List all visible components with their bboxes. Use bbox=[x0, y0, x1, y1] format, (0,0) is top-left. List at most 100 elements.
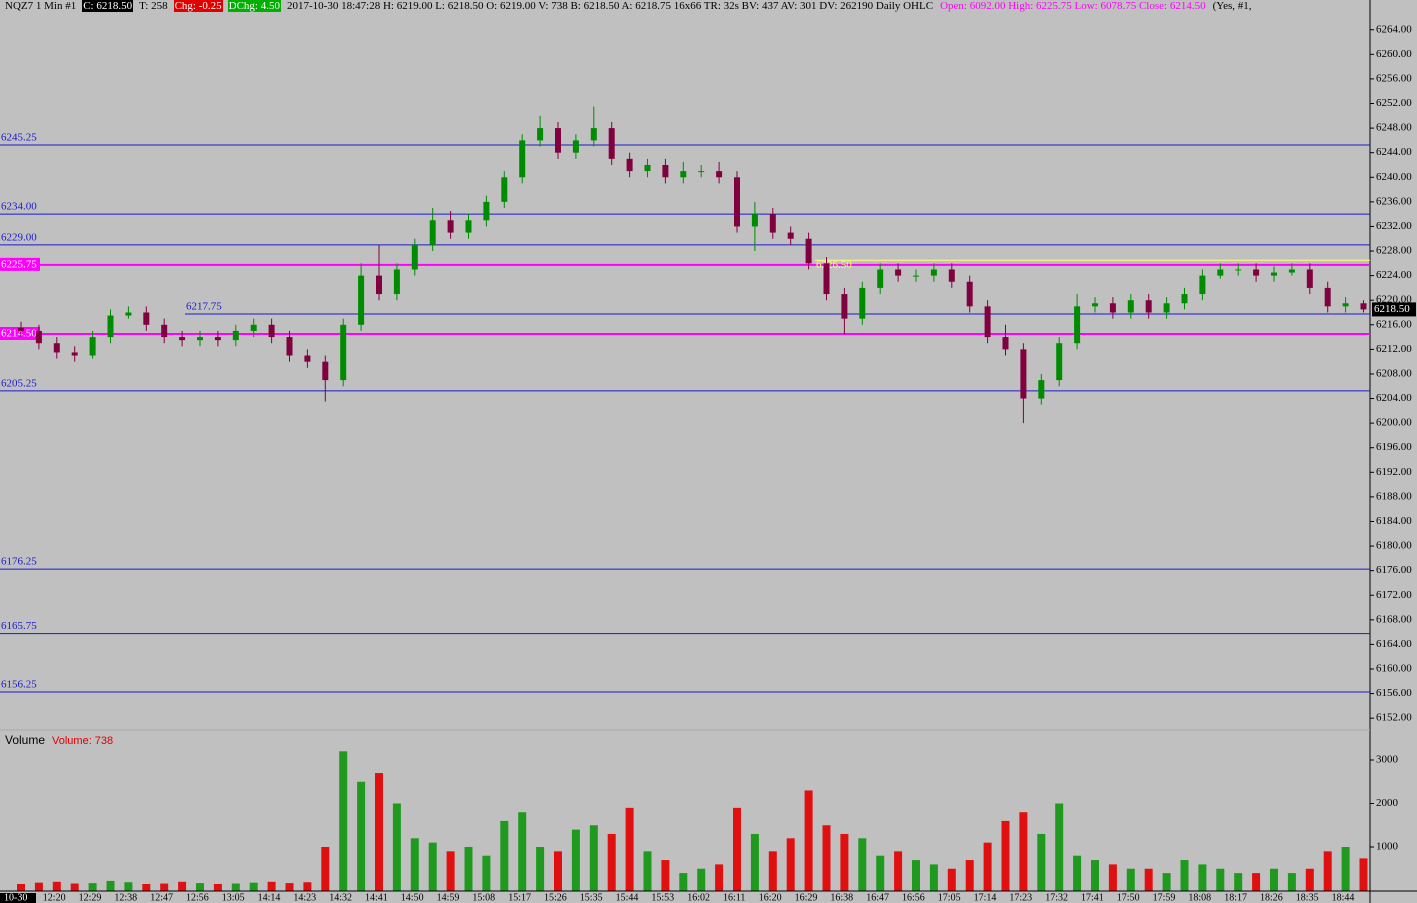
x-tick-label: 17:32 bbox=[1045, 892, 1068, 903]
x-tick-label: 12:56 bbox=[186, 892, 209, 903]
y-tick-label: 6172.00 bbox=[1376, 589, 1412, 601]
x-tick-label: 12:20 bbox=[43, 892, 66, 903]
candle-body bbox=[948, 269, 955, 282]
volume-bar bbox=[357, 781, 366, 891]
y-tick-label: 6228.00 bbox=[1376, 245, 1412, 257]
volume-bar bbox=[786, 838, 795, 891]
y-tick-label: 6232.00 bbox=[1376, 220, 1412, 232]
candle-body bbox=[501, 177, 508, 202]
candle-body bbox=[716, 171, 723, 178]
volume-bar bbox=[70, 883, 79, 891]
candle-body bbox=[662, 164, 669, 178]
volume-bar bbox=[88, 883, 97, 891]
volume-bar bbox=[983, 842, 992, 891]
y-tick-label: 6176.00 bbox=[1376, 564, 1412, 576]
candle-body bbox=[1199, 275, 1206, 295]
candle-body bbox=[340, 324, 347, 381]
volume-bar bbox=[571, 829, 580, 891]
candle-body bbox=[393, 269, 400, 295]
status-field: C: 6218.50 bbox=[82, 0, 134, 12]
candle-body bbox=[644, 164, 651, 172]
volume-bar bbox=[339, 751, 348, 891]
x-tick-label: 18:17 bbox=[1224, 892, 1247, 903]
x-tick-label: 16:56 bbox=[902, 892, 925, 903]
candle-body bbox=[89, 337, 96, 356]
candle-body bbox=[268, 324, 275, 338]
candle-body bbox=[751, 214, 758, 227]
y-tick-label: 6204.00 bbox=[1376, 392, 1412, 404]
level-label: 6217.75 bbox=[186, 301, 222, 313]
volume-bar bbox=[124, 882, 133, 891]
x-tick-label: 17:59 bbox=[1153, 892, 1176, 903]
panel-title: Volume bbox=[5, 733, 45, 747]
volume-bar bbox=[589, 825, 598, 891]
y-tick-label: 6260.00 bbox=[1376, 48, 1412, 60]
volume-bar bbox=[446, 851, 455, 891]
volume-bar bbox=[1341, 847, 1350, 891]
volume-bar bbox=[285, 883, 294, 891]
volume-bar bbox=[1091, 860, 1099, 891]
candle-body bbox=[1342, 303, 1349, 307]
level-label: 6226.50 bbox=[816, 259, 852, 271]
candle-body bbox=[1217, 269, 1224, 276]
x-tick-label: 18:35 bbox=[1296, 892, 1319, 903]
candle-body bbox=[322, 361, 329, 381]
status-field: Chg: -0.25 bbox=[173, 0, 223, 12]
volume-bar bbox=[52, 881, 61, 891]
volume-bar bbox=[661, 860, 670, 891]
x-tick-label: 17:50 bbox=[1117, 892, 1140, 903]
y-tick-label: 6196.00 bbox=[1376, 441, 1412, 453]
candle-body bbox=[1056, 343, 1063, 381]
candle-body bbox=[429, 220, 436, 245]
volume-bar bbox=[733, 807, 741, 891]
volume-bar bbox=[17, 883, 25, 891]
candle-body bbox=[1288, 269, 1295, 273]
x-tick-label: 16:20 bbox=[759, 892, 782, 903]
candle-body bbox=[698, 171, 705, 173]
candle-body bbox=[913, 275, 919, 277]
x-tick-label: 18:26 bbox=[1260, 892, 1283, 903]
y-tick-label: 6208.00 bbox=[1376, 367, 1412, 379]
volume-bar bbox=[715, 864, 724, 891]
y-tick-label: 6200.00 bbox=[1376, 417, 1412, 429]
level-label: 6205.25 bbox=[1, 377, 37, 389]
y-tick-label: 6184.00 bbox=[1376, 515, 1412, 527]
candle-body bbox=[179, 337, 186, 341]
volume-bar bbox=[321, 847, 330, 891]
volume-bar bbox=[1252, 873, 1261, 891]
candle-body bbox=[537, 128, 544, 141]
volume-bar bbox=[876, 855, 885, 891]
candle-body bbox=[1109, 303, 1116, 313]
level-label: 6214.50 bbox=[1, 328, 37, 340]
y-tick-label: 6264.00 bbox=[1376, 23, 1412, 35]
level-label: 6229.00 bbox=[1, 231, 37, 243]
volume-bar bbox=[267, 881, 276, 891]
status-field: NQZ7 1 Min #1 bbox=[5, 0, 77, 12]
volume-bar bbox=[1198, 864, 1207, 891]
candle-body bbox=[734, 177, 740, 227]
candle-body bbox=[107, 315, 114, 338]
y-tick-label: 6252.00 bbox=[1376, 97, 1412, 109]
candle-body bbox=[161, 324, 168, 338]
last-price-label: 6218.50 bbox=[1374, 303, 1410, 315]
volume-bar bbox=[643, 851, 652, 891]
volume-bar bbox=[1019, 812, 1028, 891]
candle-body bbox=[572, 140, 579, 153]
volume-bar bbox=[947, 868, 956, 891]
volume-bar bbox=[625, 807, 634, 891]
candle-body bbox=[358, 275, 365, 325]
date-box bbox=[0, 893, 36, 903]
x-tick-label: 14:50 bbox=[401, 892, 424, 903]
volume-bar bbox=[500, 820, 509, 891]
candle-body bbox=[1163, 303, 1170, 313]
volume-bar bbox=[1287, 873, 1296, 891]
candle-body bbox=[1360, 303, 1367, 310]
status-field: 2017-10-30 18:47:28 H: 6219.00 L: 6218.5… bbox=[287, 0, 934, 12]
volume-bar bbox=[536, 847, 545, 891]
status-field: (Yes, #1, bbox=[1212, 0, 1252, 12]
candle-body bbox=[1002, 337, 1009, 350]
y-tick-label: 6216.00 bbox=[1376, 318, 1412, 330]
candle-body bbox=[1306, 269, 1313, 288]
level-label: 6156.25 bbox=[1, 679, 37, 691]
x-tick-label: 15:17 bbox=[508, 892, 531, 903]
